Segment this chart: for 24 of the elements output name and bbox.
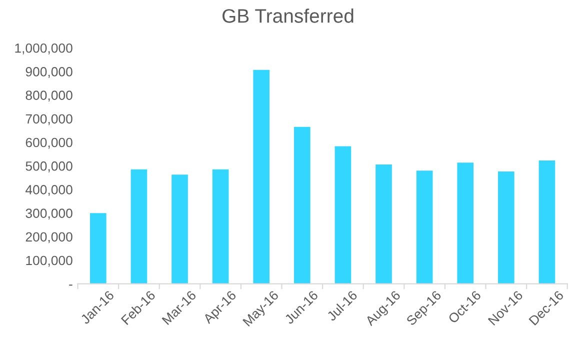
y-tick-label: 900,000 bbox=[26, 67, 72, 78]
y-tick-label: 500,000 bbox=[26, 161, 72, 172]
bar bbox=[376, 164, 392, 284]
y-tick-label: 100,000 bbox=[26, 256, 72, 267]
bar bbox=[294, 126, 310, 284]
y-tick-label: 300,000 bbox=[26, 208, 72, 220]
bar bbox=[334, 146, 352, 284]
y-tick-label: 1,000,000 bbox=[15, 43, 72, 54]
bar bbox=[498, 172, 514, 284]
chart-title: GB Transferred bbox=[222, 8, 354, 23]
y-tick-label: 200,000 bbox=[26, 232, 72, 244]
bar bbox=[172, 174, 188, 284]
y-tick-label: 700,000 bbox=[26, 114, 72, 126]
y-tick-label: 400,000 bbox=[26, 185, 72, 196]
bar bbox=[457, 162, 474, 284]
bar bbox=[212, 169, 229, 284]
bar bbox=[253, 70, 270, 284]
bar bbox=[538, 160, 556, 284]
bar bbox=[416, 170, 433, 284]
y-tick-label: 800,000 bbox=[26, 90, 72, 102]
y-tick-label: 600,000 bbox=[26, 138, 72, 149]
bar bbox=[130, 169, 148, 284]
bar bbox=[90, 213, 106, 284]
y-tick-label: - bbox=[69, 284, 72, 286]
